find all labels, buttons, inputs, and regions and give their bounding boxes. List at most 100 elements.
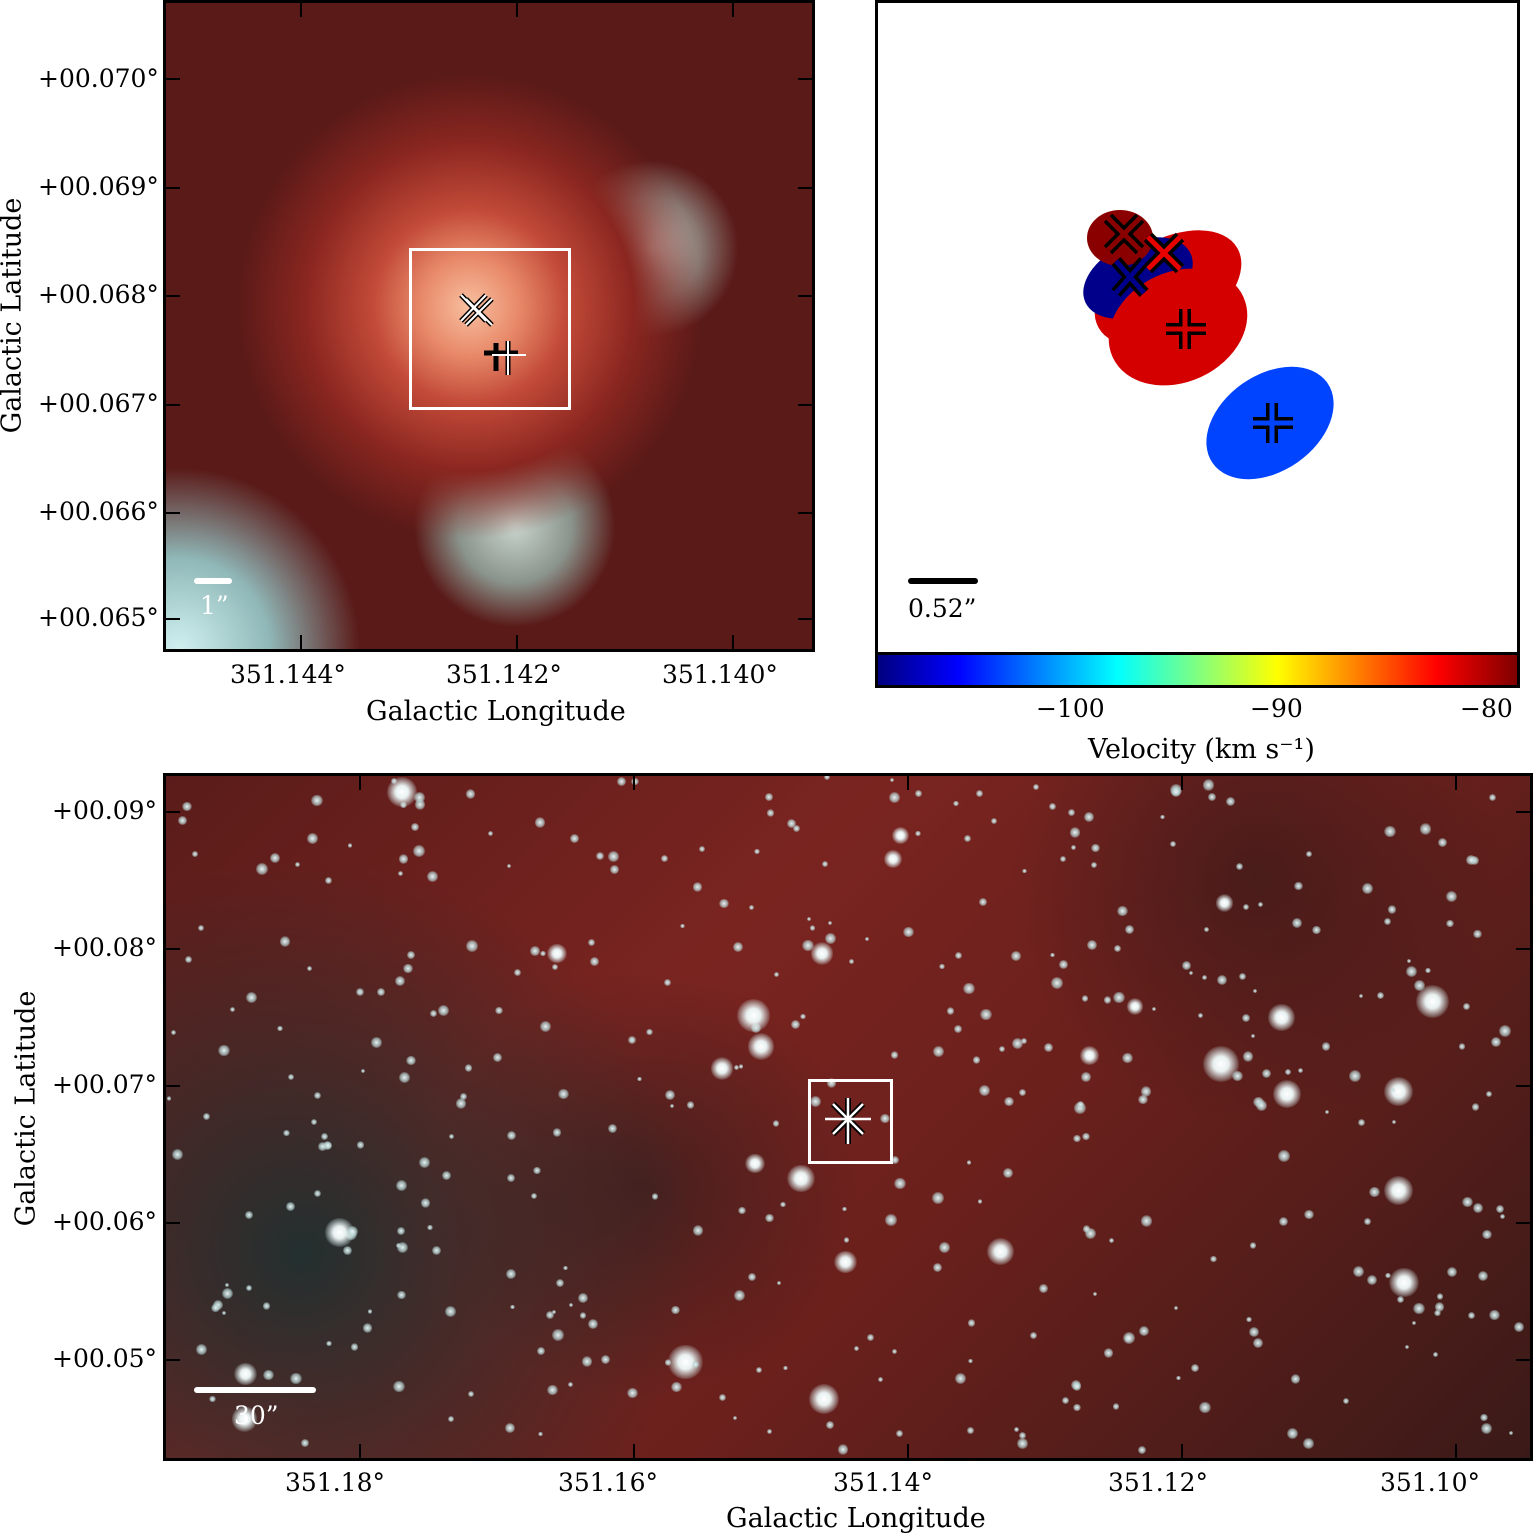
- star: [1434, 1309, 1441, 1317]
- star: [507, 1174, 515, 1183]
- star: [1383, 1076, 1414, 1107]
- star: [540, 1020, 552, 1032]
- x-tick-mark: [1455, 776, 1457, 790]
- x-tick-mark: [359, 776, 361, 790]
- y-tick-label: +00.08°: [52, 933, 158, 962]
- star: [295, 862, 301, 868]
- star: [1268, 1004, 1295, 1031]
- star: [1123, 1331, 1136, 1344]
- star: [1140, 1215, 1153, 1227]
- zoom-region-box: [409, 248, 571, 410]
- star: [231, 1405, 258, 1432]
- star: [414, 792, 425, 804]
- star: [754, 849, 760, 855]
- star: [1396, 1296, 1405, 1304]
- colorbar-tick-label: −80: [1460, 694, 1513, 723]
- star: [999, 1046, 1006, 1053]
- star: [262, 1302, 271, 1310]
- star: [616, 777, 626, 787]
- star: [406, 1055, 416, 1066]
- star: [419, 1157, 431, 1169]
- maser-markers: [459, 293, 526, 375]
- star: [234, 1362, 257, 1386]
- x-tick-mark: [1181, 1444, 1183, 1458]
- star: [1140, 1086, 1152, 1098]
- star: [427, 1224, 433, 1231]
- star: [1387, 904, 1397, 914]
- star: [828, 920, 833, 925]
- star: [1176, 1375, 1181, 1381]
- star: [963, 983, 975, 995]
- star: [514, 968, 522, 976]
- star: [1491, 1037, 1502, 1048]
- star: [1514, 1322, 1524, 1332]
- y-tick-mark: [1516, 811, 1530, 813]
- star: [1029, 1331, 1038, 1340]
- star: [590, 957, 600, 966]
- star: [1138, 1325, 1150, 1337]
- star: [1225, 796, 1236, 807]
- star: [669, 1103, 675, 1108]
- star: [1366, 1275, 1378, 1286]
- star: [510, 1304, 515, 1310]
- star: [628, 1036, 636, 1044]
- star: [1173, 1305, 1179, 1311]
- star: [1384, 1176, 1413, 1205]
- star: [356, 1141, 365, 1150]
- x-tick-mark: [1455, 1444, 1457, 1458]
- star: [1369, 1186, 1381, 1198]
- star: [394, 975, 406, 987]
- star: [825, 933, 836, 945]
- star: [1072, 1382, 1082, 1391]
- star: [1446, 919, 1455, 928]
- y-tick-mark: [166, 618, 180, 620]
- y-tick-mark: [166, 948, 180, 950]
- star: [776, 1281, 781, 1286]
- y-axis-title: Galactic Latitude: [10, 990, 42, 1227]
- star: [867, 1334, 874, 1342]
- star: [809, 925, 816, 932]
- star: [182, 801, 192, 811]
- star: [318, 1142, 328, 1151]
- star: [938, 1241, 950, 1253]
- x-tick-label: 351.142°: [446, 660, 562, 689]
- star: [411, 822, 420, 832]
- star: [269, 853, 280, 864]
- star: [749, 904, 755, 911]
- star: [1416, 985, 1450, 1019]
- star: [552, 1128, 561, 1137]
- star: [1419, 823, 1431, 835]
- star: [766, 809, 775, 817]
- y-tick-label: +00.09°: [52, 796, 158, 825]
- star: [1004, 1097, 1014, 1107]
- star: [1252, 1337, 1264, 1349]
- star: [1069, 827, 1081, 838]
- star: [954, 951, 962, 959]
- star: [1392, 1119, 1397, 1124]
- star: [765, 1213, 775, 1223]
- star: [1084, 811, 1095, 822]
- star: [878, 1376, 884, 1382]
- star: [755, 1366, 763, 1374]
- star: [1480, 1413, 1488, 1422]
- star: [221, 1310, 226, 1315]
- star: [595, 851, 605, 860]
- star: [773, 971, 779, 977]
- maser-spots: [1083, 210, 1334, 480]
- star: [600, 1354, 611, 1365]
- star: [1051, 977, 1063, 990]
- star: [1070, 845, 1076, 851]
- star: [1113, 991, 1125, 1004]
- star: [1199, 1401, 1211, 1413]
- star: [578, 1293, 589, 1304]
- star: [557, 1088, 569, 1100]
- star: [1343, 1398, 1350, 1405]
- star: [1482, 1229, 1492, 1240]
- star: [1471, 1103, 1480, 1111]
- star: [1361, 882, 1374, 895]
- star: [494, 1006, 503, 1015]
- star: [1284, 1069, 1291, 1075]
- y-tick-mark: [798, 512, 812, 514]
- star: [1091, 843, 1101, 853]
- y-tick-mark: [166, 78, 180, 80]
